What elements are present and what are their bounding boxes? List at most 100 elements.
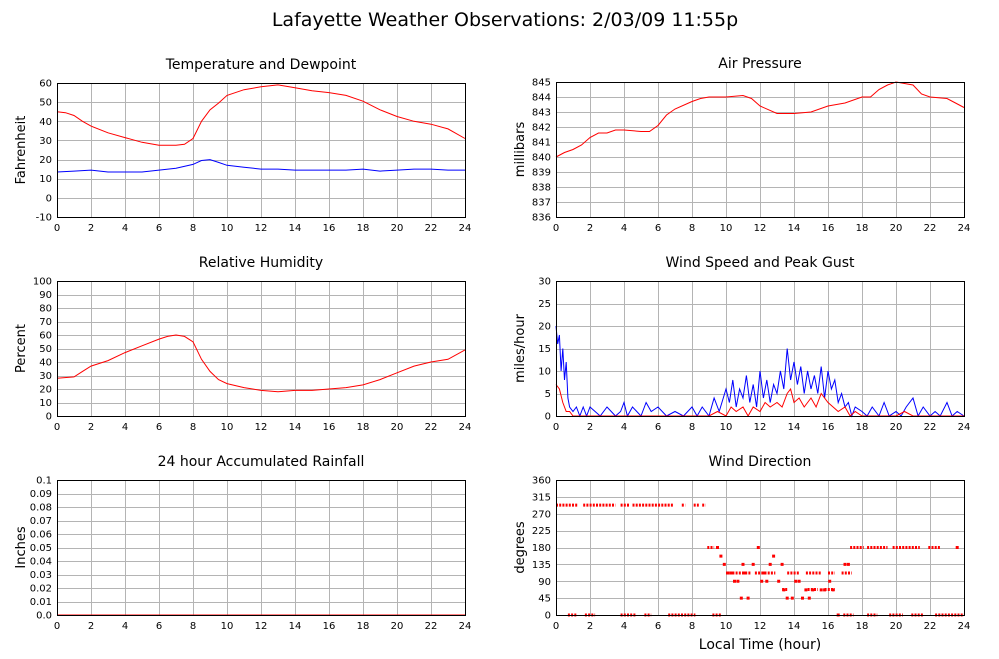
direction-point: [756, 546, 760, 549]
wind-xtick-label: 22: [924, 422, 937, 433]
rain-xtick-label: 24: [459, 621, 472, 632]
rain-ytick-label: 0.1: [36, 476, 52, 487]
direction-xtick-label: 16: [822, 621, 835, 632]
direction-point: [801, 596, 804, 600]
rain-ytick-label: 0.09: [30, 489, 52, 500]
rain-xtick-label: 10: [221, 621, 234, 632]
direction-point: [790, 596, 794, 600]
direction-xtick-label: 18: [856, 621, 869, 632]
direction-point: [804, 588, 808, 592]
direction-ytick-label: 315: [532, 492, 551, 503]
direction-point: [739, 596, 743, 600]
rain-xtick-label: 20: [391, 621, 404, 632]
direction-xtick-label: 22: [924, 621, 937, 632]
direction-xtick-label: 10: [720, 621, 733, 632]
direction-point: [777, 579, 781, 583]
direction-point: [760, 579, 764, 583]
temp-ytick-label: 60: [39, 79, 52, 90]
pressure-xtick-label: 16: [822, 223, 835, 234]
humidity-xtick-label: 6: [156, 422, 162, 433]
direction-point: [785, 596, 789, 600]
humidity-xtick-label: 22: [425, 422, 438, 433]
pressure-ytick-label: 836: [532, 213, 551, 224]
humidity-xtick-label: 4: [122, 422, 128, 433]
direction-xtick-label: 8: [689, 621, 695, 632]
temp-xtick-label: 0: [54, 223, 60, 234]
humidity-xtick-label: 16: [323, 422, 336, 433]
pressure-xtick-label: 12: [754, 223, 767, 234]
temp-xtick-label: 16: [323, 223, 336, 234]
rain-ytick-label: 0.05: [30, 543, 52, 554]
wind-plot-frame: [556, 281, 965, 417]
x-axis-label: Local Time (hour): [699, 637, 821, 653]
humidity-series-0-line: [56, 334, 466, 393]
rain-xtick-label: 4: [122, 621, 128, 632]
temp-ytick-label: 0: [46, 193, 52, 204]
temp-ytick-label: 40: [39, 117, 52, 128]
wind-title: Wind Speed and Peak Gust: [666, 255, 855, 271]
direction-point: [729, 571, 733, 575]
pressure-xtick-label: 4: [621, 223, 627, 234]
humidity-ytick-label: 30: [39, 371, 52, 382]
wind-xtick-label: 10: [720, 422, 733, 433]
wind-ytick-label: 25: [538, 299, 551, 310]
pressure-xtick-label: 0: [553, 223, 559, 234]
rain-plot-frame: [57, 480, 466, 616]
rain-xtick-label: 16: [323, 621, 336, 632]
rain-ytick-label: 0.03: [30, 570, 52, 581]
temp-xtick-label: 6: [156, 223, 162, 234]
direction-xtick-label: 14: [788, 621, 801, 632]
direction-xtick-label: 2: [587, 621, 593, 632]
wind-series-0-line: [555, 325, 965, 418]
page-title: Lafayette Weather Observations: 2/03/09 …: [272, 9, 738, 31]
direction-point: [811, 588, 815, 592]
rain-ytick-label: 0.08: [30, 503, 52, 514]
pressure-xtick-label: 24: [958, 223, 971, 234]
humidity-ytick-label: 70: [39, 317, 52, 328]
direction-point: [843, 562, 847, 566]
pressure-ytick-label: 840: [532, 153, 551, 164]
humidity-xtick-label: 20: [391, 422, 404, 433]
direction-xtick-label: 20: [890, 621, 903, 632]
humidity-ytick-label: 40: [39, 358, 52, 369]
wind-xtick-label: 2: [587, 422, 593, 433]
humidity-ylabel: Percent: [14, 324, 29, 373]
direction-ytick-label: 135: [532, 560, 551, 571]
direction-title: Wind Direction: [709, 454, 812, 470]
direction-ytick-label: 270: [532, 509, 551, 520]
direction-point: [726, 571, 730, 575]
direction-plot-frame: [556, 480, 965, 616]
rain-xtick-label: 2: [88, 621, 94, 632]
wind-xtick-label: 16: [822, 422, 835, 433]
wind-ytick-label: 0: [545, 412, 551, 423]
temp-ytick-label: 10: [39, 174, 52, 185]
temp-series-0-line: [56, 84, 466, 146]
wind-xtick-label: 12: [754, 422, 767, 433]
pressure-ytick-label: 845: [532, 78, 551, 89]
temp-xtick-label: 22: [425, 223, 438, 234]
wind-ytick-label: 10: [538, 367, 551, 378]
rain-xtick-label: 12: [255, 621, 268, 632]
temp-xtick-label: 10: [221, 223, 234, 234]
humidity-ytick-label: 0: [46, 412, 52, 423]
rain-ytick-label: 0.0: [36, 611, 52, 622]
humidity-ytick-label: 60: [39, 331, 52, 342]
humidity-xtick-label: 18: [357, 422, 370, 433]
direction-point: [733, 579, 736, 583]
pressure-xtick-label: 6: [655, 223, 661, 234]
wind-xtick-label: 14: [788, 422, 801, 433]
humidity-ytick-label: 20: [39, 385, 52, 396]
direction-point: [722, 562, 726, 566]
direction-point: [828, 579, 832, 583]
direction-ylabel: degrees: [513, 521, 528, 574]
direction-ytick-label: 180: [532, 543, 551, 554]
wind-xtick-label: 4: [621, 422, 627, 433]
temp-xtick-label: 14: [289, 223, 302, 234]
wind-xtick-label: 18: [856, 422, 869, 433]
direction-xtick-label: 12: [754, 621, 767, 632]
wind-xtick-label: 8: [689, 422, 695, 433]
humidity-xtick-label: 8: [190, 422, 196, 433]
pressure-ylabel: millibars: [513, 122, 528, 178]
